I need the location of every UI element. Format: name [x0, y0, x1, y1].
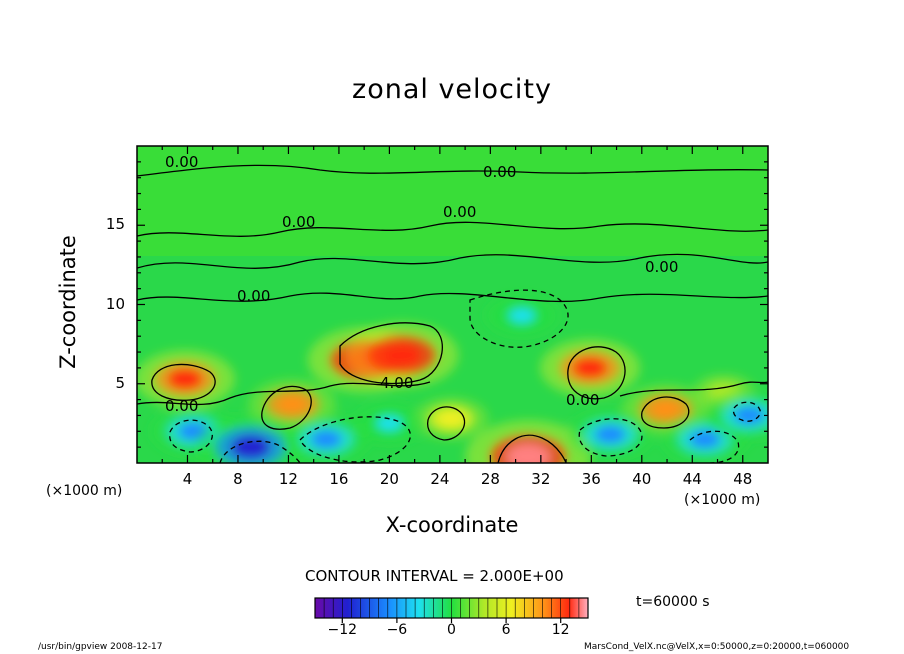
colorbar-tick-label: 6	[501, 622, 511, 638]
contour-line	[578, 418, 643, 457]
x-tick-label: 48	[733, 470, 753, 488]
field-feature	[689, 430, 721, 449]
contour-label: 0.00	[165, 153, 198, 171]
x-tick-label: 44	[682, 470, 702, 488]
colorbar-tick-label: −12	[327, 622, 358, 638]
y-tick-label: 5	[115, 373, 125, 392]
x-unit-label-left: (×1000 m)	[46, 483, 123, 499]
contour-line	[137, 292, 768, 303]
footer-command: /usr/bin/gpview 2008-12-17	[38, 642, 163, 652]
contour-line	[137, 381, 431, 406]
field-feature	[572, 357, 608, 379]
contour-label: 0.00	[282, 213, 315, 231]
contour-line	[732, 401, 761, 422]
contour-label: 4.00	[380, 374, 413, 392]
x-tick-label: 24	[430, 470, 450, 488]
field-feature	[311, 430, 342, 449]
contour-label: 0.00	[237, 287, 270, 305]
colorbar-tick-label: 12	[551, 622, 570, 638]
contour-label: 0.00	[165, 397, 198, 415]
contour-line	[469, 289, 569, 348]
contour-line	[137, 164, 768, 177]
contour-line	[299, 416, 412, 463]
contour-label: 0.00	[443, 203, 476, 221]
x-tick-label: 20	[379, 470, 399, 488]
time-label: t=60000 s	[636, 594, 710, 610]
x-tick-label: 4	[182, 470, 193, 488]
contour-line	[641, 396, 690, 429]
heatmap-field: 0.00 0.00 0.00 0.00 0.00 0.00 0.00 4.00 0.00	[137, 146, 768, 463]
contour-line	[169, 419, 213, 453]
contour-line	[219, 440, 301, 463]
contour-label: 0.00	[566, 391, 599, 409]
x-tick-label: 16	[329, 470, 349, 488]
contour-line	[137, 221, 768, 237]
contour-line	[567, 346, 626, 400]
y-tick-label: 10	[105, 294, 125, 313]
contour-line	[619, 381, 768, 397]
y-axis-label: Z-coordinate	[56, 235, 80, 369]
x-tick-label: 28	[480, 470, 500, 488]
x-tick-label: 32	[531, 470, 551, 488]
x-axis-label: X-coordinate	[385, 513, 519, 537]
field-feature	[376, 415, 403, 431]
y-tick-label: 15	[105, 215, 125, 234]
colorbar-frame	[314, 597, 589, 619]
footer-source: MarsCond_VelX.nc@VelX,x=0:50000,z=0:2000…	[584, 642, 850, 652]
contour-label: 0.00	[483, 163, 516, 181]
x-tick-label: 12	[278, 470, 298, 488]
contour-line	[137, 253, 768, 269]
field-feature	[508, 308, 535, 324]
contour-line	[426, 406, 466, 441]
field-feature	[276, 395, 308, 414]
field-feature	[506, 443, 551, 463]
contour-interval-label: CONTOUR INTERVAL = 2.000E+00	[305, 567, 564, 585]
x-tick-label: 8	[233, 470, 243, 488]
contour-line	[497, 434, 567, 463]
contour-line	[339, 322, 443, 385]
field-feature	[594, 425, 626, 444]
colorbar-tick-label: 0	[447, 622, 456, 638]
colorbar-tick-label: −6	[386, 622, 408, 638]
x-tick-label: 36	[581, 470, 601, 488]
field-feature	[382, 343, 422, 367]
field-feature	[438, 411, 465, 427]
chart-title: zonal velocity	[352, 74, 552, 105]
x-unit-label-right: (×1000 m)	[684, 492, 761, 508]
field-feature	[650, 400, 682, 418]
contour-label: 0.00	[645, 258, 678, 276]
x-tick-label: 40	[632, 470, 652, 488]
field-feature	[167, 368, 203, 390]
contour-line	[151, 363, 216, 401]
field-feature	[230, 435, 271, 459]
